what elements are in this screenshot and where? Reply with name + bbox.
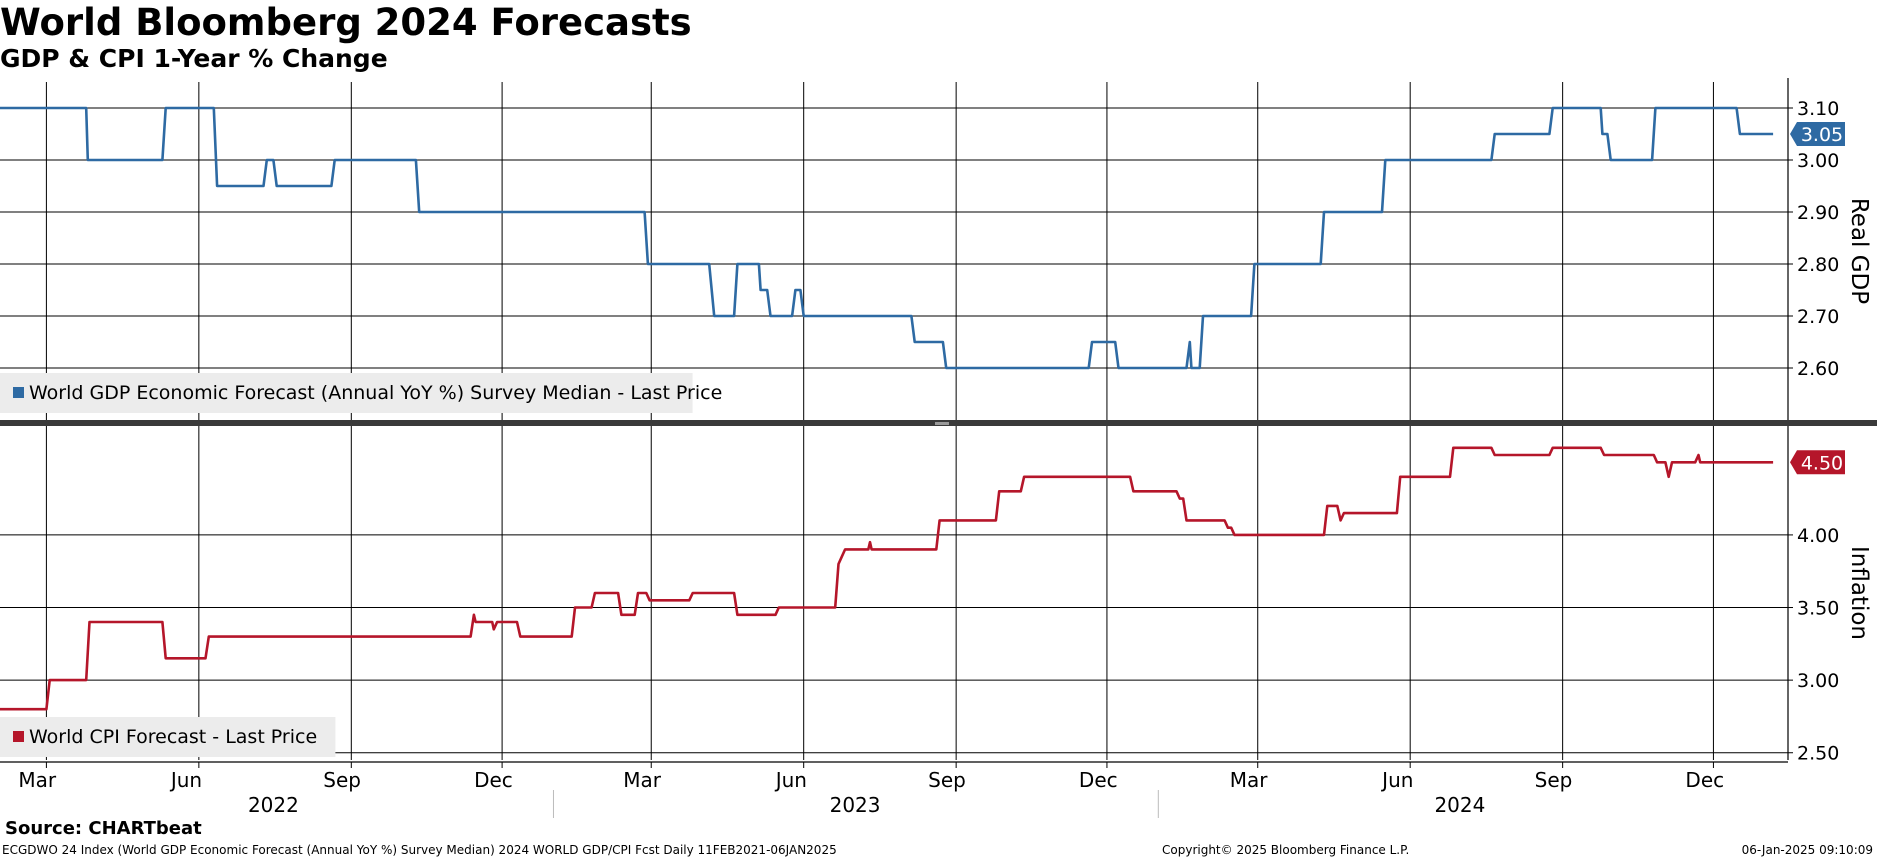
- x-tick-label: Jun: [1380, 768, 1413, 792]
- x-tick-label: Mar: [1230, 768, 1269, 792]
- cpi-y-tick-label: 4.00: [1797, 525, 1839, 547]
- chart-subtitle: GDP & CPI 1-Year % Change: [0, 44, 388, 73]
- gdp-y-tick-label: 2.60: [1797, 358, 1839, 380]
- cpi-y-tick-label: 3.00: [1797, 670, 1839, 692]
- gdp-y-tick-label: 3.10: [1797, 98, 1839, 120]
- cpi-series-line: [0, 446, 1774, 711]
- cpi-y-tick-label: 3.50: [1797, 598, 1839, 620]
- gdp-legend-label: World GDP Economic Forecast (Annual YoY …: [29, 382, 722, 404]
- x-tick-label: Mar: [18, 768, 57, 792]
- gdp-series-line: [0, 106, 1774, 370]
- gdp-axis-label: Real GDP: [1846, 198, 1872, 304]
- footer-info: ECGDWO 24 Index (World GDP Economic Fore…: [2, 843, 837, 857]
- gdp-y-tick-label: 2.90: [1797, 202, 1839, 224]
- footer-timestamp: 06-Jan-2025 09:10:09: [1741, 843, 1873, 857]
- x-tick-label: Jun: [169, 768, 202, 792]
- chart-title: World Bloomberg 2024 Forecasts: [0, 1, 692, 44]
- cpi-last-value-tag: [1790, 450, 1845, 475]
- x-tick-label: Jun: [774, 768, 807, 792]
- x-year-label: 2024: [1434, 793, 1485, 817]
- x-tick-label: Dec: [1685, 768, 1724, 792]
- cpi-axis-label: Inflation: [1846, 546, 1872, 640]
- cpi-legend-swatch: [13, 731, 24, 742]
- gdp-legend-swatch: [13, 387, 24, 398]
- gdp-y-tick-label: 2.80: [1797, 254, 1839, 276]
- footer-copyright: Copyright© 2025 Bloomberg Finance L.P.: [1162, 843, 1410, 857]
- gdp-y-tick-label: 2.70: [1797, 306, 1839, 328]
- x-tick-label: Dec: [1079, 768, 1118, 792]
- x-tick-label: Sep: [1535, 768, 1573, 792]
- gdp-last-value-label: 3.05: [1801, 124, 1843, 146]
- cpi-legend-box: [0, 717, 336, 757]
- panel-divider-handle: [935, 422, 949, 425]
- x-tick-label: Dec: [474, 768, 513, 792]
- cpi-last-value-label: 4.50: [1801, 452, 1843, 474]
- cpi-legend-label: World CPI Forecast - Last Price: [29, 726, 317, 748]
- x-year-label: 2022: [248, 793, 299, 817]
- gdp-y-tick-label: 3.00: [1797, 150, 1839, 172]
- x-tick-label: Sep: [928, 768, 966, 792]
- cpi-y-tick-label: 2.50: [1797, 743, 1839, 765]
- x-tick-label: Mar: [623, 768, 662, 792]
- gdp-last-value-tag: [1790, 122, 1845, 146]
- x-tick-label: Sep: [323, 768, 361, 792]
- gdp-legend-box: [0, 373, 693, 413]
- source-label: Source: CHARTbeat: [5, 818, 202, 839]
- x-year-label: 2023: [830, 793, 881, 817]
